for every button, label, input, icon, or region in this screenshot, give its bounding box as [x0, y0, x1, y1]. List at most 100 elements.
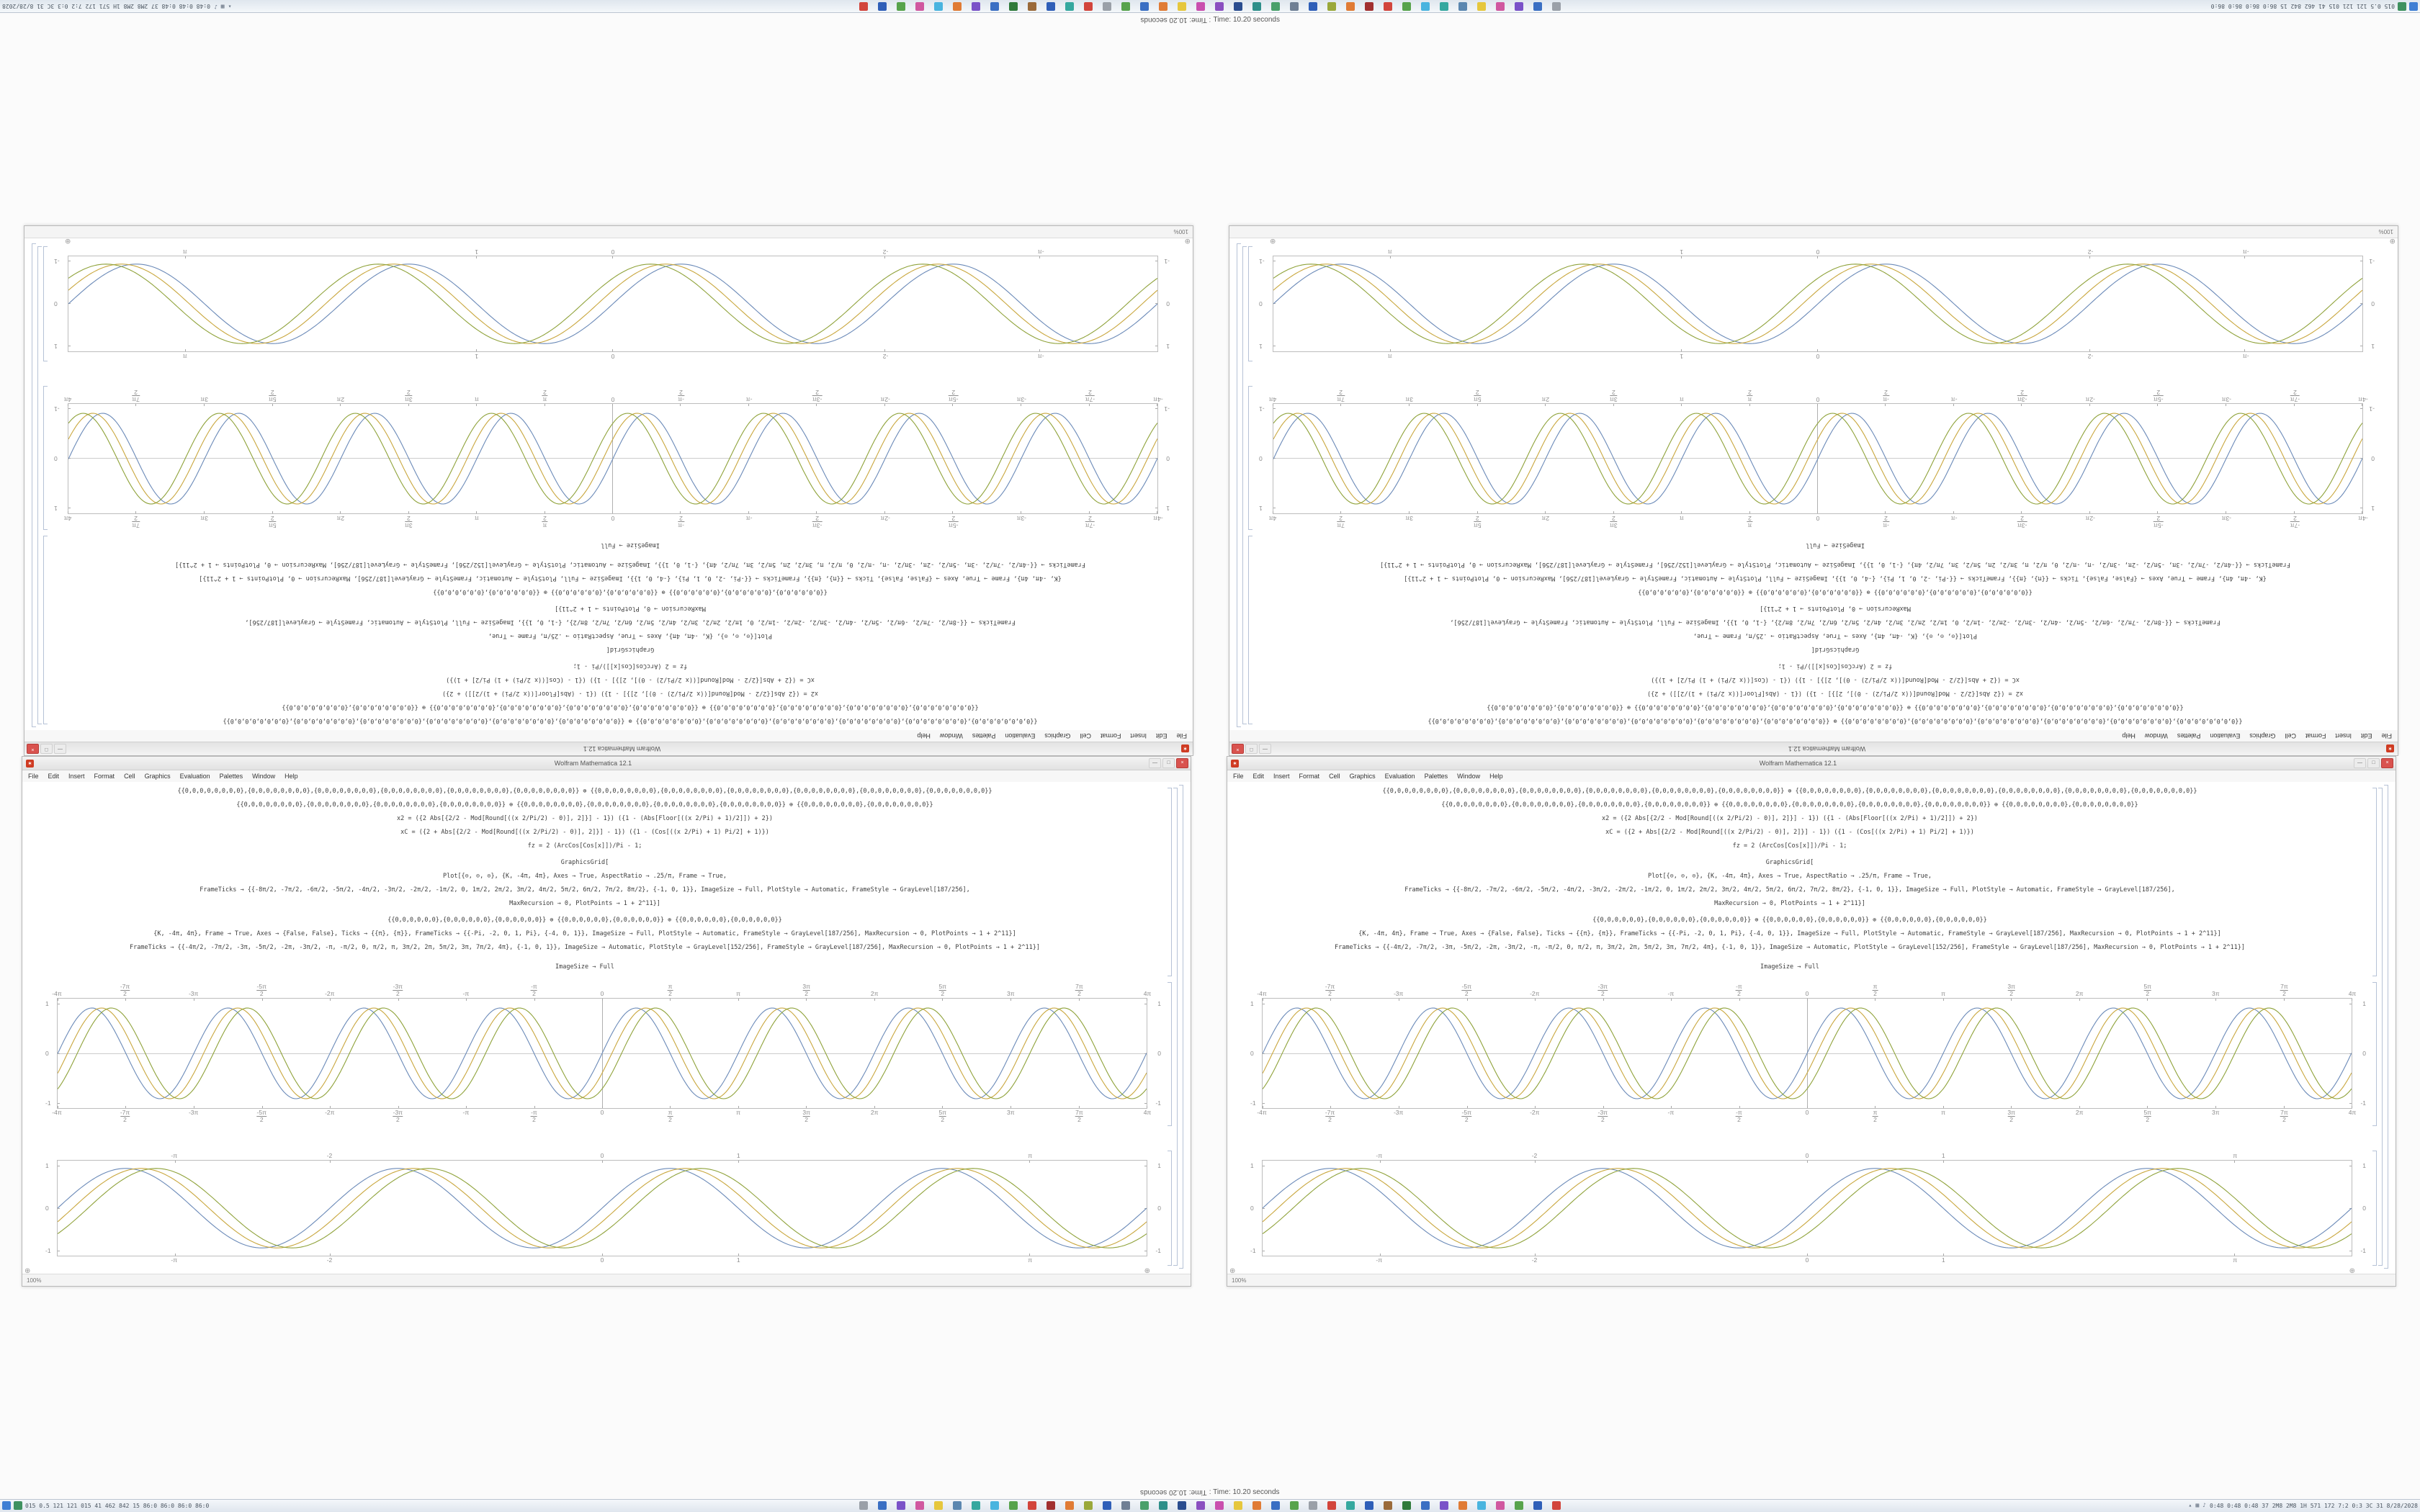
app-icon[interactable] [1252, 2, 1261, 11]
code-line[interactable]: FrameTicks → {{-8π/2, -7π/2, -6π/2, -5π/… [1404, 886, 2175, 894]
app-icon[interactable] [1178, 1501, 1186, 1510]
code-line[interactable]: Plot[{⊙, ⊙, ⊙}, {K, -4π, 4π}, Axes → Tru… [1693, 632, 1978, 639]
app-icon[interactable] [1140, 1501, 1149, 1510]
code-line[interactable]: xC = ({2 + Abs[{2/2 - Mod[Round[((x 2/Pi… [400, 829, 769, 836]
app-icon[interactable] [1458, 1501, 1467, 1510]
code-line[interactable]: x2 = ({2 Abs[{2/2 - Mod[Round[((x 2/Pi/2… [1647, 690, 2023, 697]
app-icon[interactable] [1365, 2, 1373, 11]
maximize-button[interactable]: □ [1162, 758, 1175, 768]
code-line[interactable]: {{0,0,0,0,0,0,0,0},{0,0,0,0,0,0,0,0},{0,… [177, 788, 992, 795]
corner-plus-icon[interactable]: ⊕ [1144, 1267, 1150, 1275]
app-icon[interactable] [1533, 1501, 1542, 1510]
maximize-button[interactable]: □ [40, 744, 53, 754]
cell-bracket[interactable] [43, 386, 48, 530]
cell-bracket[interactable] [1168, 788, 1172, 976]
corner-plus-icon[interactable]: ⊕ [2389, 237, 2396, 245]
menu-format[interactable]: Format [2305, 732, 2326, 739]
menu-graphics[interactable]: Graphics [144, 773, 171, 780]
code-line[interactable]: {{0,0,0,0,0,0},{0,0,0,0,0,0},{0,0,0,0,0,… [387, 917, 782, 924]
code-line[interactable]: {K, -4π, 4π}, Frame → True, Axes → {Fals… [1358, 930, 2221, 937]
app-icon[interactable] [1215, 2, 1224, 11]
app-icon[interactable] [1065, 2, 1074, 11]
tray-icon[interactable]: ▦ [2195, 1502, 2200, 1508]
window-titlebar[interactable]: ✶ Wolfram Mathematica 12.1 — □ × [24, 742, 1193, 755]
app-icon[interactable] [1440, 1501, 1448, 1510]
menu-edit[interactable]: Edit [1252, 773, 1265, 780]
app-icon[interactable] [1065, 1501, 1074, 1510]
menu-edit[interactable]: Edit [2360, 732, 2372, 739]
app-icon[interactable] [1402, 1501, 1411, 1510]
menu-cell[interactable]: Cell [124, 773, 135, 780]
menu-cell[interactable]: Cell [1329, 773, 1340, 780]
menu-file[interactable]: File [1176, 732, 1187, 739]
code-line[interactable]: ImageSize → Full [1806, 541, 1865, 549]
code-line[interactable]: GraphicsGrid[ [1765, 859, 1814, 866]
code-line[interactable]: fz = 2 (ArcCos[Cos[x]])/Pi - 1; [1732, 842, 1847, 850]
code-line[interactable]: FrameTicks → {{-8π/2, -7π/2, -6π/2, -5π/… [1450, 618, 2220, 626]
code-line[interactable]: fz = 2 (ArcCos[Cos[x]])/Pi - 1; [573, 662, 688, 670]
menu-format[interactable]: Format [94, 773, 115, 780]
app-icon[interactable] [1196, 2, 1205, 11]
code-line[interactable]: ImageSize → Full [1760, 963, 1819, 971]
menu-evaluation[interactable]: Evaluation [179, 773, 210, 780]
menu-edit[interactable]: Edit [1155, 732, 1168, 739]
menu-evaluation[interactable]: Evaluation [2210, 732, 2241, 739]
cell-bracket[interactable] [2372, 1151, 2377, 1266]
code-line[interactable]: {K, -4π, 4π}, Frame → True, Axes → {Fals… [199, 575, 1062, 582]
corner-plus-icon[interactable]: ⊕ [65, 237, 71, 245]
cell-bracket[interactable] [1173, 788, 1178, 1266]
code-line[interactable]: {{0,0,0,0,0,0,0,0},{0,0,0,0,0,0,0,0},{0,… [1487, 703, 2184, 711]
menu-palettes[interactable]: Palettes [972, 732, 996, 739]
app-icon[interactable] [1309, 2, 1317, 11]
code-line[interactable]: FrameTicks → {{-4π/2, -7π/2, -3π, -5π/2,… [129, 944, 1040, 951]
app-icon[interactable] [1196, 1501, 1205, 1510]
minimize-button[interactable]: — [1259, 744, 1271, 754]
app-icon[interactable] [1047, 2, 1055, 11]
zoom-level[interactable]: 100% [27, 1277, 42, 1284]
menu-format[interactable]: Format [1100, 732, 1121, 739]
code-line[interactable]: FrameTicks → {{-8π/2, -7π/2, -6π/2, -5π/… [245, 618, 1016, 626]
app-icon[interactable] [915, 2, 924, 11]
app-icon[interactable] [1234, 1501, 1242, 1510]
tray-icon[interactable]: ♪ [2202, 1502, 2207, 1508]
cell-bracket[interactable] [2372, 788, 2377, 976]
cell-bracket[interactable] [2378, 788, 2383, 1266]
app-icon[interactable] [1477, 2, 1486, 11]
close-button[interactable]: × [1232, 744, 1244, 754]
app-icon[interactable] [859, 2, 868, 11]
app-icon[interactable] [878, 2, 887, 11]
app-icon[interactable] [1533, 2, 1542, 11]
app-icon[interactable] [1103, 1501, 1111, 1510]
code-line[interactable]: GraphicsGrid[ [560, 859, 609, 866]
menu-help[interactable]: Help [1489, 773, 1503, 780]
app-icon[interactable] [1496, 1501, 1505, 1510]
app-icon[interactable] [1121, 1501, 1130, 1510]
menu-evaluation[interactable]: Evaluation [1384, 773, 1415, 780]
app-icon[interactable] [934, 1501, 943, 1510]
code-line[interactable]: ImageSize → Full [601, 541, 660, 549]
code-line[interactable]: FrameTicks → {{-4π/2, -7π/2, -3π, -5π/2,… [1334, 944, 2245, 951]
app-icon[interactable] [1084, 2, 1093, 11]
app-icon[interactable] [897, 1501, 905, 1510]
app-icon[interactable] [1028, 1501, 1036, 1510]
code-line[interactable]: fz = 2 (ArcCos[Cos[x]])/Pi - 1; [1778, 662, 1893, 670]
corner-plus-icon[interactable]: ⊕ [24, 1267, 31, 1275]
window-titlebar[interactable]: ✶ Wolfram Mathematica 12.1 — □ × [1229, 742, 2398, 755]
code-line[interactable]: FrameTicks → {{-4π/2, -7π/2, -3π, -5π/2,… [175, 561, 1086, 568]
app-icon[interactable] [1084, 1501, 1093, 1510]
menu-graphics[interactable]: Graphics [2249, 732, 2276, 739]
code-line[interactable]: x2 = ({2 Abs[{2/2 - Mod[Round[((x 2/Pi/2… [442, 690, 818, 697]
close-button[interactable]: × [2381, 758, 2393, 768]
app-icon[interactable] [1309, 1501, 1317, 1510]
close-button[interactable]: × [27, 744, 39, 754]
code-line[interactable]: {K, -4π, 4π}, Frame → True, Axes → {Fals… [1404, 575, 2267, 582]
menu-cell[interactable]: Cell [1080, 732, 1091, 739]
menu-help[interactable]: Help [284, 773, 298, 780]
cell-bracket[interactable] [1248, 386, 1252, 530]
corner-plus-icon[interactable]: ⊕ [1184, 237, 1191, 245]
menu-help[interactable]: Help [2122, 732, 2136, 739]
window-titlebar[interactable]: ✶ Wolfram Mathematica 12.1 — □ × [1227, 757, 2396, 770]
menu-format[interactable]: Format [1299, 773, 1320, 780]
app-icon[interactable] [1346, 1501, 1355, 1510]
code-line[interactable]: {{0,0,0,0,0,0,0,0},{0,0,0,0,0,0,0,0},{0,… [1428, 717, 2243, 724]
